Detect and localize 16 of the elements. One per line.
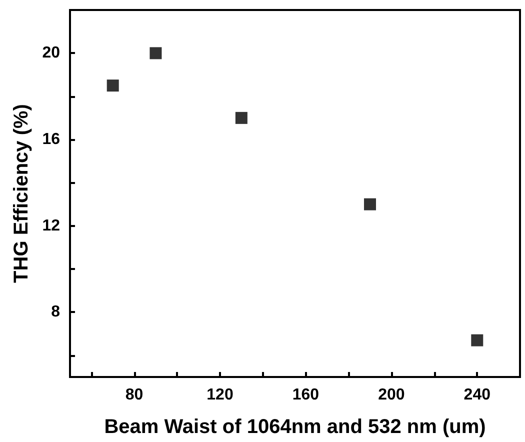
- y-tick-label: 8: [51, 304, 60, 321]
- x-tick-label: 200: [378, 386, 405, 404]
- y-axis-title: THG Efficiency (%): [10, 104, 32, 283]
- x-tick-label: 80: [125, 386, 144, 404]
- x-tick-label: 160: [292, 386, 320, 404]
- y-tick-label: 12: [42, 217, 60, 234]
- point: [106, 80, 119, 92]
- point: [364, 198, 376, 210]
- y-tick-label: 16: [42, 131, 60, 148]
- x-axis-title: Beam Waist of 1064nm and 532 nm (um): [104, 416, 486, 438]
- point: [150, 47, 162, 60]
- point: [235, 112, 248, 124]
- point: [471, 334, 484, 346]
- y-tick-label: 20: [42, 44, 60, 62]
- x-tick-label: 120: [206, 386, 234, 404]
- x-tick-label: 240: [464, 386, 491, 404]
